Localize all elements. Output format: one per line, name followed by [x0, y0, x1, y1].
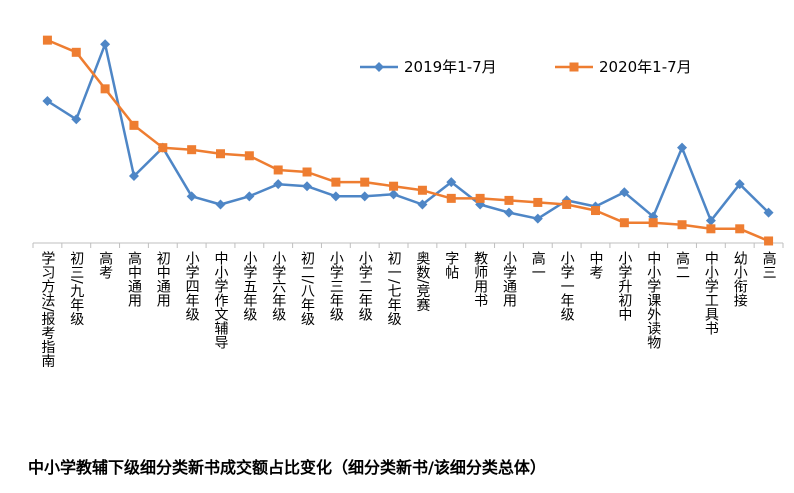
x-tick-label: 中小学工具书: [703, 251, 719, 335]
x-tick-label: 初三/九年级: [68, 250, 84, 326]
x-tick-label: 初一/七年级: [386, 250, 402, 326]
x-tick-label: 小学二年级: [357, 251, 373, 321]
data-point: [533, 197, 543, 207]
data-point: [417, 185, 427, 195]
x-tick-label: 高考: [97, 250, 113, 279]
data-point: [42, 35, 52, 45]
data-point: [359, 191, 370, 202]
category-labels: 学习方法/报考指南 初三/九年级 高考 高中通用 初中通用 小学四年级 中小学作文辅导 小学五…: [39, 250, 776, 368]
x-tick-label: 初二/八年级: [299, 250, 315, 326]
data-point: [129, 120, 139, 130]
data-point: [273, 179, 284, 190]
data-point: [100, 39, 111, 50]
data-point: [302, 181, 313, 192]
legend-item: 2020年1-7月: [555, 58, 692, 76]
data-point: [446, 193, 456, 203]
x-tick-label: 高三: [761, 250, 777, 279]
x-tick-label: 学习方法/报考指南: [39, 251, 55, 368]
series-group: [42, 35, 774, 246]
data-point: [648, 218, 658, 228]
data-point: [619, 187, 630, 198]
data-point: [389, 181, 399, 191]
data-point: [186, 191, 197, 202]
data-point: [360, 177, 370, 187]
data-point: [71, 114, 82, 125]
data-point: [216, 149, 225, 159]
x-tick-label: 小学升初中: [616, 251, 632, 321]
data-point: [302, 167, 312, 177]
x-axis: [32, 242, 784, 248]
data-point: [128, 171, 139, 182]
data-point: [244, 191, 255, 202]
x-tick-label: 字帖: [443, 251, 459, 279]
data-point: [504, 195, 514, 205]
x-tick-label: 小学六年级: [270, 251, 286, 321]
data-point: [388, 189, 399, 200]
x-tick-label: 中考: [588, 251, 604, 279]
data-point: [331, 177, 341, 187]
series-line: [46, 38, 770, 243]
data-point: [71, 47, 81, 57]
x-tick-label: 高二: [674, 250, 690, 279]
data-point: [763, 207, 774, 218]
data-point: [244, 151, 254, 161]
data-point: [215, 199, 226, 210]
x-tick-label: 中小学作文辅导: [213, 251, 229, 349]
x-tick-label: 小学四年级: [184, 251, 200, 321]
legend: 2019年1-7月 2020年1-7月: [360, 58, 692, 76]
data-point: [734, 179, 745, 190]
x-tick-label: 小学五年级: [241, 251, 257, 321]
data-point: [158, 143, 168, 153]
x-tick-label: 小学三年级: [328, 251, 344, 321]
x-tick-label: 教师用书: [472, 251, 488, 307]
data-point: [706, 224, 716, 234]
data-point: [735, 224, 745, 234]
data-point: [562, 199, 572, 209]
data-point: [330, 191, 341, 202]
x-tick-label: 小学通用: [501, 251, 517, 308]
data-point: [591, 206, 600, 216]
data-point: [417, 199, 428, 210]
legend-marker: [374, 62, 384, 72]
data-point: [475, 193, 485, 203]
series-2: [42, 35, 774, 246]
x-tick-label: 高中通用: [126, 250, 142, 308]
x-tick-label: 高一: [530, 250, 546, 279]
x-tick-label: 初中通用: [155, 250, 171, 308]
chart-caption: 中小学教辅下级细分类新书成交额占比变化（细分类新书/该细分类总体）: [28, 458, 546, 477]
data-point: [503, 207, 514, 218]
legend-item: 2019年1-7月: [360, 58, 497, 76]
data-point: [764, 236, 774, 246]
series-line: [46, 42, 770, 222]
data-point: [532, 213, 543, 224]
data-point: [100, 84, 110, 94]
legend-marker: [569, 62, 579, 72]
data-point: [187, 145, 197, 155]
data-point: [619, 218, 629, 228]
data-point: [705, 215, 716, 226]
data-point: [42, 96, 53, 106]
legend-label: 2020年1-7月: [599, 58, 692, 76]
x-tick-label: 小学一年级: [559, 251, 575, 321]
x-tick-label: 中小学课外读物: [645, 251, 661, 350]
data-point: [446, 177, 457, 188]
data-point: [677, 142, 688, 153]
data-point: [273, 165, 283, 175]
data-point: [677, 220, 687, 230]
x-tick-label: 奥数/竞赛: [414, 250, 430, 312]
x-tick-label: 幼小衔接: [732, 251, 748, 308]
legend-label: 2019年1-7月: [404, 58, 497, 76]
